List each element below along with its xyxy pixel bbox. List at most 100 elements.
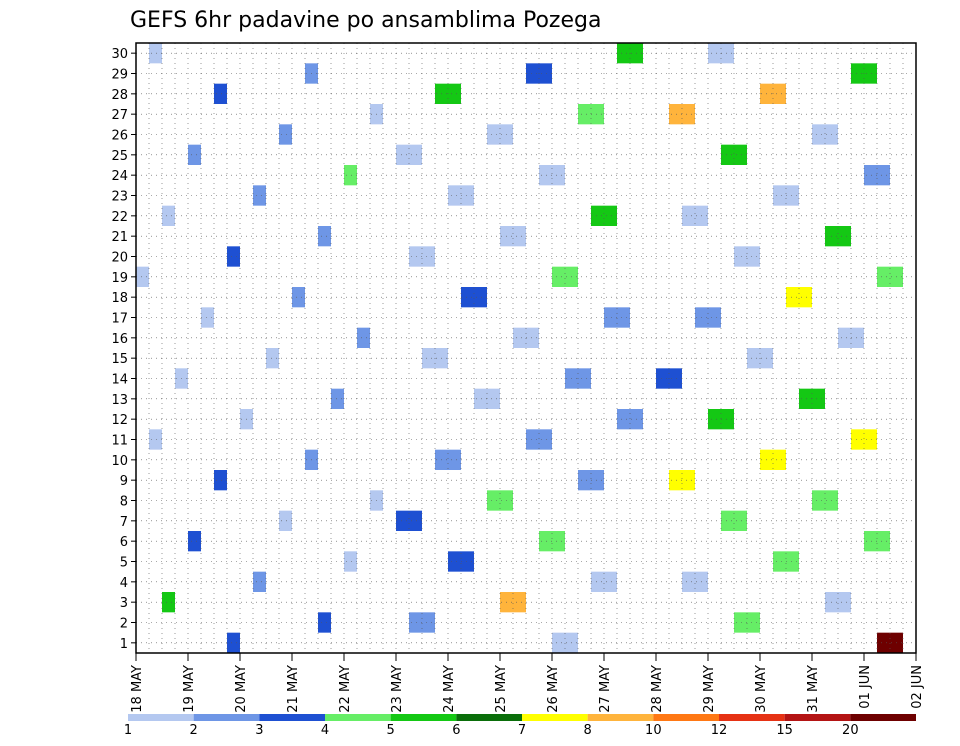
- color-legend: 1 2 3 4 5 6 7 8 10 12 15 20: [124, 714, 916, 738]
- y-tick-label: 16: [111, 332, 128, 347]
- heatmap-cell: [682, 205, 708, 226]
- heatmap-cell: [149, 43, 162, 64]
- heatmap-cell: [253, 571, 266, 592]
- legend-swatch: [325, 714, 391, 721]
- legend-swatch: [522, 714, 588, 721]
- x-tick-label: 29 MAY: [702, 665, 717, 713]
- heatmap-cell: [500, 226, 526, 247]
- y-tick-label: 12: [111, 413, 128, 428]
- legend-swatch: [259, 714, 325, 721]
- heatmap-cell: [825, 226, 851, 247]
- y-tick-label: 2: [120, 617, 128, 632]
- heatmap-cell: [227, 246, 240, 267]
- x-tick-label: 02 JUN: [910, 665, 925, 709]
- legend-label: 5: [387, 723, 395, 738]
- legend-swatch: [719, 714, 785, 721]
- heatmap-cell: [435, 449, 461, 470]
- heatmap-cell: [149, 429, 162, 450]
- x-tick-label: 30 MAY: [754, 665, 769, 713]
- heatmap-cell: [188, 144, 201, 165]
- legend-swatch: [850, 714, 916, 721]
- heatmap-cell: [721, 144, 747, 165]
- heatmap-cell: [552, 632, 578, 653]
- y-tick-label: 3: [120, 596, 128, 611]
- y-tick-label: 20: [111, 251, 128, 266]
- legend-label: 6: [452, 723, 460, 738]
- legend-label: 10: [645, 723, 662, 738]
- heatmap-cell: [396, 144, 422, 165]
- x-tick-label: 25 MAY: [494, 665, 509, 713]
- heatmap-cell: [487, 124, 513, 145]
- heatmap-cell: [331, 388, 344, 409]
- y-tick-label: 24: [111, 169, 128, 184]
- legend-swatch: [653, 714, 719, 721]
- x-tick-label: 27 MAY: [598, 665, 613, 713]
- heatmap-cell: [786, 287, 812, 308]
- heatmap-cell: [682, 571, 708, 592]
- heatmap-cell: [214, 83, 227, 104]
- chart-title: GEFS 6hr padavine po ansamblima Pozega: [130, 8, 601, 33]
- heatmap-cell: [162, 592, 175, 613]
- legend-swatch: [587, 714, 654, 721]
- y-tick-label: 6: [120, 535, 128, 550]
- y-tick-label: 22: [111, 210, 128, 225]
- x-tick-label: 19 MAY: [182, 665, 197, 713]
- y-tick-label: 29: [111, 68, 128, 83]
- y-tick-label: 5: [120, 556, 128, 571]
- legend-swatch: [193, 714, 260, 721]
- legend-swatch: [456, 714, 522, 721]
- heatmap-cell: [344, 165, 357, 186]
- heatmap-cell: [162, 205, 175, 226]
- legend-swatch: [784, 714, 851, 721]
- grid-lines: [136, 43, 916, 653]
- legend-label: 4: [321, 723, 329, 738]
- y-tick-label: 10: [111, 454, 128, 469]
- heatmap-cell: [318, 612, 331, 633]
- heatmap-cell: [487, 490, 513, 511]
- legend-label: 20: [842, 723, 859, 738]
- axes: 1234567891011121314151617181920212223242…: [111, 42, 925, 713]
- heatmap-cell: [877, 266, 903, 287]
- heatmap-cell: [292, 287, 305, 308]
- y-tick-label: 28: [111, 88, 128, 103]
- y-tick-label: 4: [120, 576, 128, 591]
- heatmap-cell: [357, 327, 370, 348]
- heatmap-cell: [318, 226, 331, 247]
- x-tick-label: 23 MAY: [390, 665, 405, 713]
- heatmap-cell: [825, 592, 851, 613]
- y-tick-label: 30: [111, 47, 128, 62]
- heatmap-cell: [721, 510, 747, 531]
- heatmap-cell: [266, 348, 279, 369]
- legend-swatch: [128, 714, 194, 721]
- heatmap-cell: [500, 592, 526, 613]
- y-tick-label: 19: [111, 271, 128, 286]
- y-tick-label: 26: [111, 129, 128, 144]
- x-tick-label: 31 MAY: [806, 665, 821, 713]
- y-tick-label: 9: [120, 474, 128, 489]
- heatmap-cell: [695, 307, 721, 328]
- heatmap-cell: [812, 124, 838, 145]
- y-tick-label: 14: [111, 373, 128, 388]
- heatmap-cell: [526, 429, 552, 450]
- y-tick-label: 17: [111, 312, 128, 327]
- legend-label: 1: [124, 723, 132, 738]
- heatmap-cell: [396, 510, 422, 531]
- y-tick-label: 13: [111, 393, 128, 408]
- heatmap-cell: [344, 551, 357, 572]
- y-tick-label: 1: [120, 637, 128, 652]
- heatmap-cell: [227, 632, 240, 653]
- legend-label: 7: [518, 723, 526, 738]
- heatmap-cell: [201, 307, 214, 328]
- y-tick-label: 18: [111, 291, 128, 306]
- heatmap-cell: [214, 470, 227, 491]
- plot-frame: [135, 42, 917, 654]
- legend-label: 12: [711, 723, 728, 738]
- y-tick-label: 11: [111, 434, 128, 449]
- heatmap-cell: [591, 205, 617, 226]
- heatmap-cell: [461, 287, 487, 308]
- heatmap-cell: [253, 185, 266, 206]
- legend-label: 3: [255, 723, 263, 738]
- y-tick-label: 7: [120, 515, 128, 530]
